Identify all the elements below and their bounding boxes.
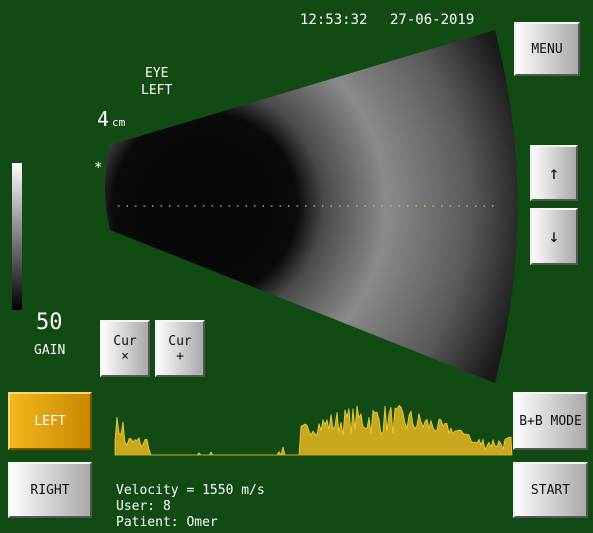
right-eye-button[interactable]: RIGHT	[8, 462, 92, 518]
mode-button[interactable]: B+B MODE	[513, 392, 588, 450]
depth-unit: cm	[112, 116, 126, 129]
gain-value: 50	[36, 310, 63, 335]
eye-label: EYE	[145, 66, 169, 81]
button-label: Cur	[113, 333, 137, 349]
marker: *	[94, 160, 103, 176]
a-scan-waveform	[114, 404, 513, 457]
menu-button[interactable]: MENU	[514, 22, 580, 76]
depth: 4	[97, 107, 110, 131]
down-button[interactable]: ↓	[530, 208, 578, 265]
button-label: MENU	[531, 41, 563, 57]
time: 12:53:32	[300, 12, 368, 28]
up-button[interactable]: ↑	[530, 145, 578, 201]
gain-bar	[12, 163, 22, 310]
cursor-x-button[interactable]: Cur ×	[100, 320, 150, 377]
side-label: LEFT	[141, 83, 173, 98]
button-label: ↑	[548, 162, 560, 184]
b-scan-image	[105, 30, 518, 383]
button-label: RIGHT	[30, 482, 70, 498]
user: User: 8	[116, 499, 171, 514]
button-label: ×	[121, 348, 129, 364]
left-eye-button[interactable]: LEFT	[8, 392, 92, 450]
button-label: LEFT	[34, 413, 66, 429]
gain-label: GAIN	[34, 343, 66, 358]
button-label: ↓	[548, 226, 560, 247]
button-label: START	[530, 482, 571, 498]
button-label: +	[176, 348, 184, 364]
date: 27-06-2019	[390, 12, 475, 28]
patient: Patient: Omer	[116, 515, 218, 530]
button-label: B+B MODE	[519, 413, 582, 429]
start-button[interactable]: START	[513, 462, 588, 518]
button-label: Cur	[168, 333, 192, 349]
cursor-plus-button[interactable]: Cur +	[155, 320, 205, 377]
velocity: Velocity = 1550 m/s	[116, 483, 265, 498]
